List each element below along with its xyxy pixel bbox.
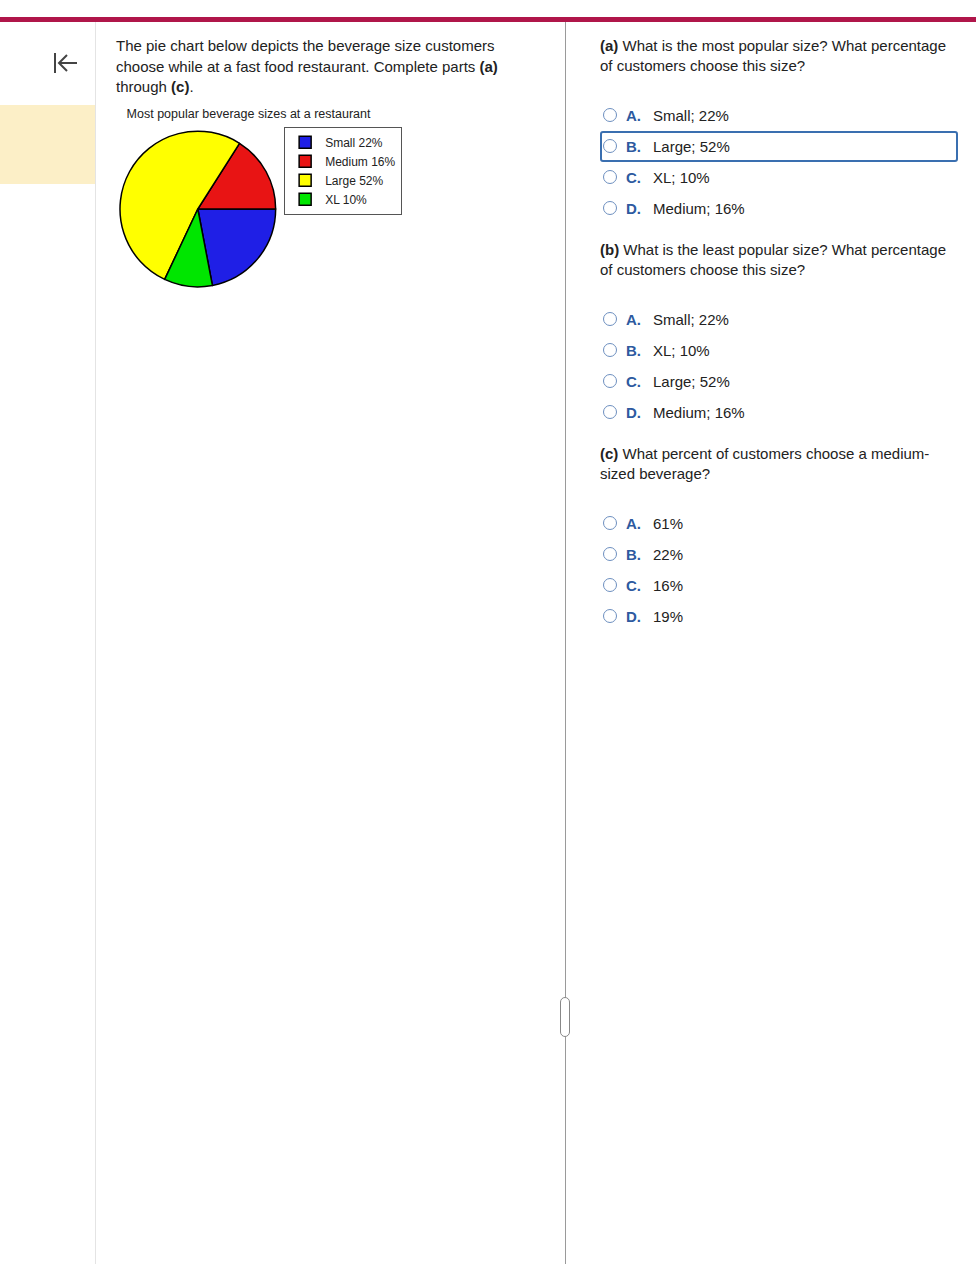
html-text:61%: 61% bbox=[653, 515, 683, 532]
svg-text:XL 10%: XL 10% bbox=[325, 193, 367, 207]
html-text:A.: A. bbox=[626, 311, 641, 328]
html-text:Large; 52%: Large; 52% bbox=[653, 373, 730, 390]
html-text:Small; 22%: Small; 22% bbox=[653, 311, 729, 328]
html-text:Small; 22%: Small; 22% bbox=[653, 107, 729, 124]
html-text:D.: D. bbox=[626, 404, 641, 421]
html-text:C.: C. bbox=[626, 577, 641, 594]
html-text:(a) What is the most popular s: (a) What is the most popular size? What … bbox=[600, 37, 946, 74]
html-text:19%: 19% bbox=[653, 608, 683, 625]
svg-text:Small 22%: Small 22% bbox=[325, 136, 383, 150]
svg-text:Most popular beverage sizes at: Most popular beverage sizes at a restaur… bbox=[127, 107, 371, 121]
html-text:Medium; 16%: Medium; 16% bbox=[653, 200, 745, 217]
html-text:B.: B. bbox=[626, 138, 641, 155]
html-text:(c) What percent of customers: (c) What percent of customers choose a m… bbox=[600, 445, 930, 482]
html-text:through (c).: through (c). bbox=[116, 78, 194, 95]
html-text:D.: D. bbox=[626, 200, 641, 217]
html-text:XL; 10%: XL; 10% bbox=[653, 169, 710, 186]
html-text:22%: 22% bbox=[653, 546, 683, 563]
html-text:B.: B. bbox=[626, 546, 641, 563]
html-text:C.: C. bbox=[626, 373, 641, 390]
html-text:The pie chart below depicts th: The pie chart below depicts the beverage… bbox=[116, 37, 498, 75]
html-text:Medium; 16%: Medium; 16% bbox=[653, 404, 745, 421]
html-text:XL; 10%: XL; 10% bbox=[653, 342, 710, 359]
html-text:C.: C. bbox=[626, 169, 641, 186]
html-text:(b) What is the least popular: (b) What is the least popular size? What… bbox=[600, 241, 946, 278]
html-text:A.: A. bbox=[626, 515, 641, 532]
svg-text:Medium 16%: Medium 16% bbox=[325, 155, 395, 169]
html-text:D.: D. bbox=[626, 608, 641, 625]
html-text:Large; 52%: Large; 52% bbox=[653, 138, 730, 155]
html-text:A.: A. bbox=[626, 107, 641, 124]
html-text:B.: B. bbox=[626, 342, 641, 359]
svg-text:Large 52%: Large 52% bbox=[325, 174, 383, 188]
html-text:16%: 16% bbox=[653, 577, 683, 594]
